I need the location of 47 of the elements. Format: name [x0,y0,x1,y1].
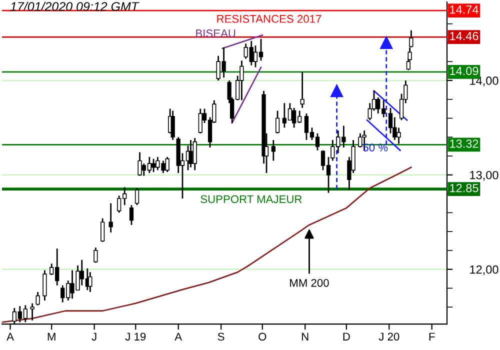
candlestick [188,139,193,168]
candlestick [165,156,170,173]
candlestick [138,152,142,177]
ref-line-label: 14.74 [450,6,478,14]
candlestick [80,259,84,286]
x-tick-label: A [174,332,182,340]
annotation: BISEAU [196,29,236,38]
x-tick-label: D [343,332,350,340]
line-series [2,166,412,323]
x-tick-label: N [302,332,308,340]
x-tick-label: J 19 [125,332,146,341]
y-tick-label: 12,00 [470,265,498,276]
ref-line-label: 14.09 [450,66,478,76]
candlestick [271,139,276,162]
candlestick [198,108,202,134]
candlestick [192,137,197,171]
x-tick-label: J 20 [378,332,400,341]
candlestick [94,246,98,264]
x-tick-label: A [6,332,14,340]
x-tick-label: M [48,332,56,340]
candlestick [396,126,401,144]
chart-title: 17/01/2020 09:12 GMT [10,2,140,11]
annotation: SUPPORT MAJEUR [200,195,302,204]
x-tick-label: O [258,332,266,341]
candlestick [108,202,113,234]
y-tick-label: 13,00 [470,170,498,181]
annotation: RESISTANCES 2017 [217,14,322,23]
candlestick [275,110,280,134]
candlestick [88,271,92,293]
x-tick-label: S [218,332,224,341]
ref-line-label: 14.46 [450,32,478,40]
candlestick [240,60,244,101]
candlestick [300,71,304,109]
candlestick [129,204,134,226]
candlestick [36,291,40,306]
candlestick [134,187,140,206]
candlestick [42,270,47,302]
ref-line-label: 13.32 [450,139,478,148]
x-tick-label: F [429,332,435,340]
candlestick [100,218,105,243]
candlestick [30,302,34,322]
annotation: MM 200 [290,278,329,287]
candlestick [170,110,175,141]
ref-line-label: 12.85 [450,184,478,192]
x-tick-label: J [92,332,96,341]
candlestick [358,132,362,148]
candlestick [151,158,156,173]
